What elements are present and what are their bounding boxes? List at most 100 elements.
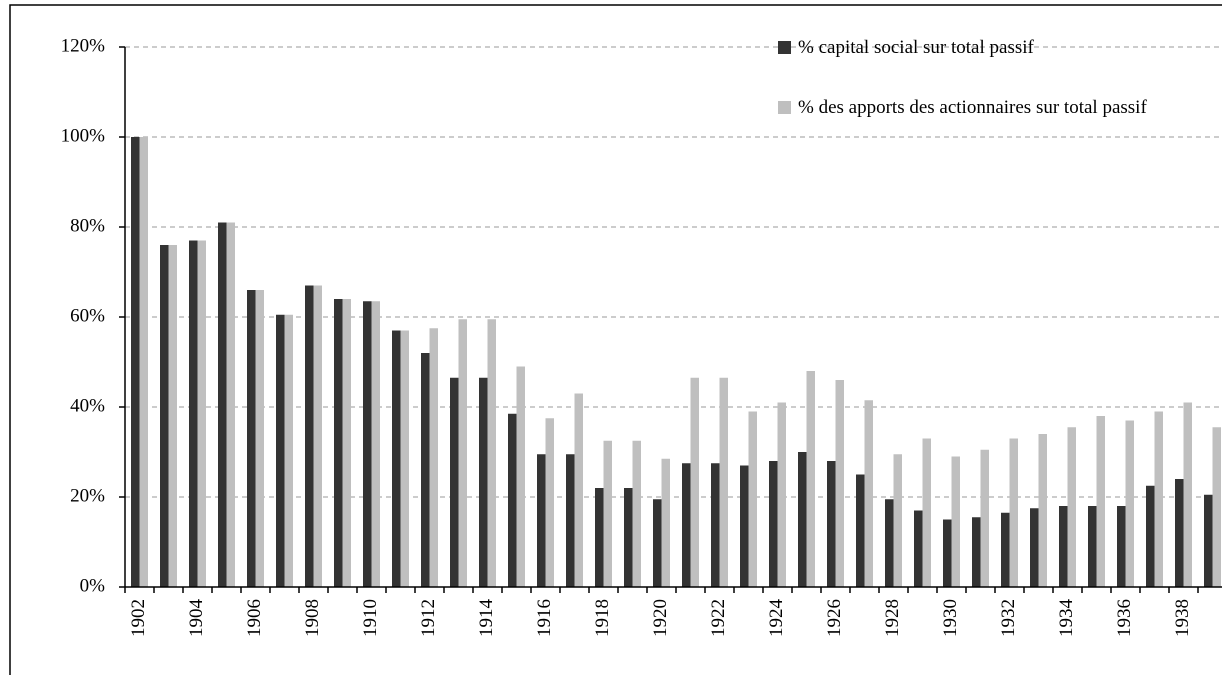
bar xyxy=(632,440,641,587)
bar xyxy=(487,319,496,587)
bar xyxy=(943,519,952,587)
legend-swatch xyxy=(778,41,791,54)
bar xyxy=(479,377,488,587)
bar xyxy=(400,330,409,587)
bar xyxy=(885,499,894,587)
bar xyxy=(682,463,691,587)
bar xyxy=(218,222,227,587)
bar xyxy=(363,301,372,587)
bar xyxy=(827,461,836,587)
bar xyxy=(342,299,351,587)
bar xyxy=(305,285,314,587)
bar xyxy=(1183,402,1192,587)
bar xyxy=(1001,512,1010,587)
bar xyxy=(566,454,575,587)
y-tick-label: 100% xyxy=(61,125,106,146)
bar xyxy=(798,452,807,587)
x-tick-label: 1906 xyxy=(244,599,265,637)
bar xyxy=(545,418,554,587)
bar xyxy=(1067,427,1076,587)
bar xyxy=(371,301,380,587)
x-tick-label: 1908 xyxy=(302,599,323,637)
y-tick-label: 80% xyxy=(70,215,105,236)
bar xyxy=(856,474,865,587)
x-tick-label: 1902 xyxy=(128,599,149,637)
bar xyxy=(334,299,343,587)
bar xyxy=(421,353,430,587)
bar xyxy=(864,400,873,587)
x-tick-label: 1926 xyxy=(824,599,845,637)
x-tick-label: 1912 xyxy=(418,599,439,637)
bar xyxy=(972,517,981,587)
bar xyxy=(1030,508,1039,587)
legend-swatch xyxy=(778,101,791,114)
bar xyxy=(951,456,960,587)
bar xyxy=(574,393,583,587)
y-tick-label: 40% xyxy=(70,395,105,416)
y-tick-label: 20% xyxy=(70,485,105,506)
bar xyxy=(1204,494,1213,587)
bar xyxy=(429,328,438,587)
x-tick-label: 1918 xyxy=(592,599,613,637)
bar xyxy=(139,137,148,587)
bar xyxy=(131,137,140,587)
x-tick-label: 1928 xyxy=(882,599,903,637)
bar xyxy=(276,314,285,587)
bar xyxy=(516,366,525,587)
y-tick-label: 120% xyxy=(61,35,106,56)
x-tick-label: 1916 xyxy=(534,599,555,637)
x-tick-label: 1920 xyxy=(650,599,671,637)
bar xyxy=(893,454,902,587)
bar xyxy=(711,463,720,587)
bar xyxy=(653,499,662,587)
bar xyxy=(189,240,198,587)
x-tick-label: 1930 xyxy=(940,599,961,637)
x-tick-label: 1934 xyxy=(1056,599,1077,638)
x-tick-label: 1922 xyxy=(708,599,729,637)
bar xyxy=(1154,411,1163,587)
x-tick-label: 1910 xyxy=(360,599,381,637)
bar xyxy=(537,454,546,587)
x-tick-label: 1932 xyxy=(998,599,1019,637)
bar xyxy=(922,438,931,587)
x-tick-label: 1938 xyxy=(1172,599,1193,637)
x-tick-label: 1924 xyxy=(766,599,787,638)
bar xyxy=(690,377,699,587)
bar xyxy=(748,411,757,587)
bar xyxy=(777,402,786,587)
bar xyxy=(806,371,815,587)
bar xyxy=(719,377,728,587)
bar xyxy=(1009,438,1018,587)
legend-label: % capital social sur total passif xyxy=(798,37,1034,58)
bar xyxy=(914,510,923,587)
bar xyxy=(284,314,293,587)
bar xyxy=(1175,479,1184,587)
bar xyxy=(458,319,467,587)
bar xyxy=(595,488,604,587)
bar xyxy=(313,285,322,587)
bar xyxy=(392,330,401,587)
legend-label: % des apports des actionnaires sur total… xyxy=(798,97,1147,118)
bar xyxy=(1117,506,1126,587)
bar xyxy=(769,461,778,587)
bar xyxy=(980,449,989,587)
bar xyxy=(1125,420,1134,587)
x-tick-label: 1914 xyxy=(476,599,497,638)
bar xyxy=(1038,434,1047,587)
bar xyxy=(197,240,206,587)
bar xyxy=(1088,506,1097,587)
bar xyxy=(255,290,264,587)
bar xyxy=(624,488,633,587)
bar xyxy=(603,440,612,587)
chart-border xyxy=(9,4,1222,675)
y-tick-label: 0% xyxy=(80,575,106,596)
y-tick-label: 60% xyxy=(70,305,105,326)
bar xyxy=(226,222,235,587)
bar xyxy=(450,377,459,587)
bar xyxy=(1096,416,1105,587)
bar xyxy=(835,380,844,587)
bar xyxy=(1146,485,1155,587)
bar xyxy=(1059,506,1068,587)
